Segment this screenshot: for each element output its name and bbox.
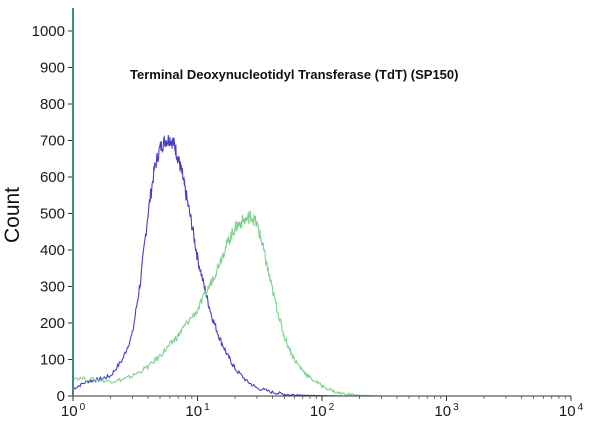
- x-tick-label: 10 4: [559, 402, 584, 420]
- x-tick-label: 10 2: [310, 402, 335, 420]
- y-tick-label: 400: [40, 242, 65, 259]
- x-tick-label: 10 3: [434, 402, 459, 420]
- x-axis-ticks: 10 0 10 1 10 2 10 3 10 4: [61, 396, 584, 420]
- y-tick-label: 900: [40, 60, 65, 77]
- histogram-series-line-1: [72, 31, 372, 397]
- y-axis-ticks: 0 100 200 300 400 500 600 700 800 900 1000: [32, 23, 73, 405]
- y-tick-label: 200: [40, 315, 65, 332]
- y-tick-label: 500: [40, 206, 65, 223]
- y-tick-label: 1000: [32, 23, 65, 40]
- y-tick-label: 300: [40, 279, 65, 296]
- y-tick-label: 600: [40, 169, 65, 186]
- histogram-series: [72, 16, 571, 397]
- y-tick-label: 800: [40, 96, 65, 113]
- x-tick-label: 10 1: [185, 402, 210, 420]
- y-axis-title: Count: [1, 187, 24, 243]
- x-tick-label: 10 0: [61, 402, 86, 420]
- y-tick-label: 700: [40, 133, 65, 150]
- histogram-series-line-2: [72, 16, 571, 397]
- y-tick-label: 100: [40, 352, 65, 369]
- y-tick-label: 0: [57, 388, 65, 405]
- chart-title: Terminal Deoxynucleotidyl Transferase (T…: [130, 67, 458, 82]
